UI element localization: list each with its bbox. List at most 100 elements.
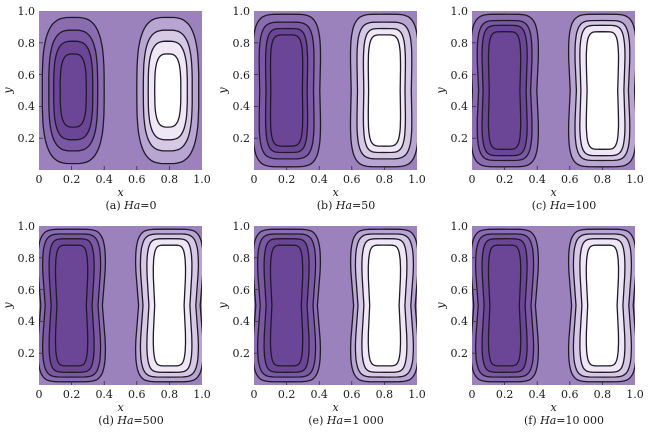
- y-tick-label: 0.8: [450, 36, 469, 50]
- y-tick-label: 0.2: [232, 347, 251, 361]
- x-tick-label: 1.0: [626, 388, 644, 401]
- y-tick-label: 1.0: [232, 220, 251, 233]
- caption-param-value: 50: [361, 199, 376, 212]
- x-tick-label: 0.6: [561, 388, 579, 401]
- y-tick-label: 0.4: [232, 315, 251, 329]
- y-tick-label: 0.6: [450, 68, 469, 82]
- caption-param-name: Ha: [549, 199, 567, 212]
- y-tick-label: 0.2: [450, 347, 469, 361]
- contour-panel-a: 0.2 0.4 0.6 0.8 1.0 0 0.2 0.4 0.6 0.8 1.…: [0, 0, 216, 218]
- contour-level-L3: [269, 244, 304, 367]
- caption-param-name: Ha: [124, 199, 141, 212]
- caption-param-name: Ha: [335, 199, 353, 212]
- contour-level-L3: [59, 53, 87, 128]
- x-axis-label: x: [332, 186, 339, 199]
- caption-prefix: (d): [98, 414, 118, 427]
- y-axis-label: y: [216, 302, 230, 309]
- y-tick-label: 0.4: [450, 315, 469, 329]
- panel-caption: (a) Ha=0: [23, 200, 239, 212]
- contour-level-R3: [585, 31, 620, 150]
- x-tick-label: 1.0: [193, 173, 211, 186]
- x-tick-label: 1.0: [193, 388, 211, 401]
- contour-plot-area: [254, 11, 417, 170]
- y-tick-label: 1.0: [17, 220, 36, 233]
- y-tick-label: 0.2: [232, 132, 251, 146]
- panel-caption: (c) Ha=100: [456, 200, 649, 212]
- contour-svg: [254, 11, 417, 170]
- contour-svg: [472, 226, 635, 385]
- contour-level-R3: [152, 244, 187, 367]
- contour-plot-area: [39, 11, 202, 170]
- x-axis-label: x: [550, 401, 557, 414]
- contour-plot-area: [472, 226, 635, 385]
- caption-param-value: 1 000: [352, 414, 384, 427]
- x-tick-label: 0.8: [375, 173, 394, 186]
- y-axis-label: y: [434, 87, 448, 94]
- caption-param-value: 100: [575, 199, 597, 212]
- y-tick-label: 0.8: [232, 36, 251, 50]
- x-tick-label: 0.8: [160, 173, 179, 186]
- caption-param-value: 500: [142, 414, 164, 427]
- y-tick-label: 0.6: [232, 68, 251, 82]
- x-tick-label: 0.2: [277, 173, 296, 186]
- contour-level-R3: [367, 34, 402, 147]
- x-tick-label: 0.6: [128, 173, 146, 186]
- contour-plot-area: [39, 226, 202, 385]
- x-tick-label: 1.0: [626, 173, 644, 186]
- caption-prefix: (b): [316, 199, 336, 212]
- x-tick-label: 0: [250, 173, 258, 186]
- panel-caption: (b) Ha=50: [238, 200, 454, 212]
- y-tick-label: 0.8: [17, 251, 36, 265]
- y-axis-label: y: [434, 302, 448, 309]
- contour-svg: [254, 226, 417, 385]
- x-tick-label: 0: [250, 388, 258, 401]
- panel-caption: (d) Ha=500: [23, 415, 239, 427]
- y-axis-label: y: [216, 87, 230, 94]
- caption-param-name: Ha: [326, 414, 344, 427]
- x-tick-label: 0.4: [310, 173, 328, 186]
- x-tick-label: 0: [468, 388, 476, 401]
- caption-equals: =: [352, 199, 362, 212]
- contour-panel-e: 0.2 0.4 0.6 0.8 1.0 0 0.2 0.4 0.6 0.8 1.…: [215, 215, 431, 433]
- contour-panel-c: 0.2 0.4 0.6 0.8 1.0 0 0.2 0.4 0.6 0.8 1.…: [433, 0, 649, 218]
- x-tick-label: 0.2: [495, 173, 514, 186]
- x-tick-label: 0.6: [561, 173, 579, 186]
- contour-svg: [39, 226, 202, 385]
- x-tick-label: 0.8: [593, 388, 612, 401]
- x-tick-label: 0.4: [95, 173, 113, 186]
- y-tick-label: 0.2: [450, 132, 469, 146]
- x-tick-label: 0.6: [128, 388, 146, 401]
- y-tick-label: 0.6: [450, 283, 469, 297]
- contour-plot-area: [254, 226, 417, 385]
- y-axis-label: y: [1, 302, 15, 309]
- contour-level-R3: [585, 244, 620, 367]
- y-axis-label: y: [1, 87, 15, 94]
- x-tick-label: 0.6: [343, 173, 361, 186]
- x-tick-label: 0.2: [62, 388, 81, 401]
- y-tick-label: 0.4: [17, 315, 36, 329]
- x-tick-label: 0.4: [528, 388, 546, 401]
- caption-equals: =: [566, 199, 576, 212]
- y-tick-label: 0.4: [17, 100, 36, 114]
- y-tick-label: 1.0: [17, 5, 36, 18]
- y-tick-label: 1.0: [232, 5, 251, 18]
- contour-level-L3: [54, 244, 89, 367]
- caption-equals: =: [140, 199, 150, 212]
- caption-equals: =: [556, 414, 566, 427]
- contour-level-R3: [154, 53, 182, 128]
- caption-param-value: 0: [149, 199, 157, 212]
- x-tick-label: 0.2: [495, 388, 514, 401]
- caption-param-value: 10 000: [565, 414, 605, 427]
- y-tick-label: 0.6: [232, 283, 251, 297]
- x-tick-label: 1.0: [408, 388, 426, 401]
- x-tick-label: 0: [35, 388, 43, 401]
- x-tick-label: 0: [468, 173, 476, 186]
- caption-prefix: (f): [523, 414, 541, 427]
- x-tick-label: 0.2: [277, 388, 296, 401]
- contour-plot-area: [472, 11, 635, 170]
- y-tick-label: 0.8: [17, 36, 36, 50]
- contour-panel-d: 0.2 0.4 0.6 0.8 1.0 0 0.2 0.4 0.6 0.8 1.…: [0, 215, 216, 433]
- x-tick-label: 0: [35, 173, 43, 186]
- contour-level-R3: [367, 244, 402, 367]
- y-tick-label: 1.0: [450, 5, 469, 18]
